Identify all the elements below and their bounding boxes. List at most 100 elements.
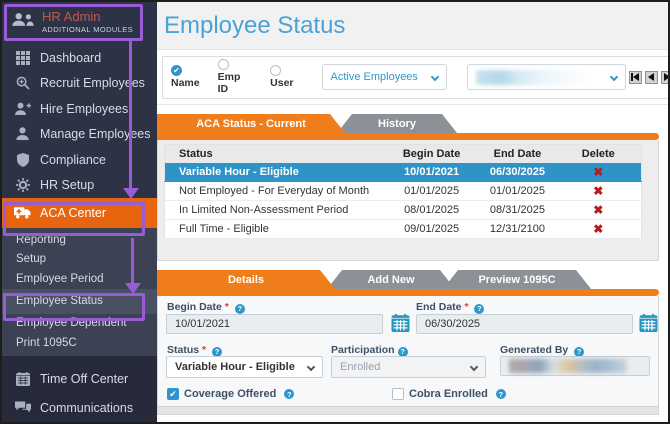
cell-begin-date: 01/01/2025 [383,181,480,201]
tab-add-new[interactable]: Add New [327,270,455,289]
tab-label: History [378,117,416,130]
cobra-enrolled-checkbox[interactable]: Cobra Enrolled ? [392,388,506,400]
aca-status-table: Status Begin Date End Date Delete Variab… [164,144,642,239]
cell-status: Variable Hour - Eligible [164,162,384,182]
details-tabs: Details Add New Preview 1095C [157,270,659,289]
person-add-icon [14,102,31,116]
search-mode-emp-id[interactable]: Emp ID [217,59,253,95]
tab-details[interactable]: Details [157,270,335,289]
tab-history[interactable]: History [337,114,457,133]
sidebar-header-title: HR Admin [42,9,101,25]
tab-label: Details [227,273,265,286]
cell-end-date: 08/31/2025 [479,200,556,220]
status-dropdown[interactable]: Variable Hour - Eligible [166,356,323,378]
radio-checked-icon[interactable]: ✔ [171,65,182,76]
submenu-item-employee-dependent[interactable]: Employee Dependent [16,317,127,330]
status-tabs: ACA Status - Current History [157,114,659,133]
begin-date-label: Begin Date * ? [167,301,245,314]
person-icon [14,127,31,141]
table-row[interactable]: Variable Hour - Eligible 10/01/2021 06/3… [164,162,642,182]
dashboard-grid-icon [14,50,31,65]
checkbox-unchecked-icon[interactable] [392,388,404,400]
help-icon[interactable]: ? [397,346,408,357]
search-mode-user[interactable]: User [270,65,294,89]
employee-search-toolbar: ✔ Name Emp ID User Active Employees [162,55,668,99]
delete-icon[interactable]: ✖ [593,164,604,179]
cell-end-date: 12/31/2100 [479,219,556,239]
end-date-input[interactable]: 06/30/2025 [416,314,633,334]
sidebar-item-hr-setup[interactable]: HR Setup [2,172,157,197]
submenu-item-setup[interactable]: Setup [16,253,47,266]
radio-unchecked-icon[interactable] [270,65,282,76]
next-page-icon[interactable] [660,70,668,84]
submenu-item-employee-status[interactable]: Employee Status [2,289,157,315]
cell-end-date: 06/30/2025 [479,162,556,182]
end-date-calendar-icon[interactable] [637,313,659,333]
tab-label: ACA Status - Current [196,117,306,130]
column-delete: Delete [555,144,642,163]
ambulance-icon [14,206,31,219]
sidebar-item-hire-employees[interactable]: Hire Employees [2,96,157,121]
details-panel-footer [158,406,658,414]
submenu-item-employee-period[interactable]: Employee Period [16,272,104,285]
tab-preview-1095c[interactable]: Preview 1095C [443,270,591,289]
chevron-down-icon [469,362,479,372]
delete-icon[interactable]: ✖ [593,184,604,198]
first-page-icon[interactable] [628,70,642,84]
coverage-offered-checkbox[interactable]: ✔ Coverage Offered ? [167,388,295,400]
search-mode-name[interactable]: ✔ Name [171,65,200,89]
sidebar-item-manage-employees[interactable]: Manage Employees [2,122,157,147]
details-section: Details Add New Preview 1095C Begin Date… [157,270,659,415]
help-icon[interactable]: ? [574,346,585,357]
begin-date-calendar-icon[interactable] [389,313,411,333]
employee-select-dropdown[interactable] [467,64,626,90]
help-icon[interactable]: ? [495,389,506,399]
cell-begin-date: 09/01/2025 [383,219,480,239]
cobra-enrolled-label: Cobra Enrolled [409,388,488,400]
sidebar-item-aca-center[interactable]: ACA Center [2,197,157,228]
table-row[interactable]: In Limited Non-Assessment Period 08/01/2… [164,200,642,220]
help-icon[interactable]: ? [284,389,295,399]
begin-date-input[interactable]: 10/01/2021 [166,314,383,334]
sidebar-item-label: Time Off Center [40,371,129,386]
help-icon[interactable]: ? [234,303,245,314]
sidebar-header-subtitle: ADDITIONAL MODULES [42,25,134,35]
status-value: Variable Hour - Eligible [175,361,295,373]
page-header: Employee Status [157,2,668,50]
submenu-item-print-1095c[interactable]: Print 1095C [16,336,77,349]
tab-label: Preview 1095C [478,273,556,286]
sidebar-item-dashboard[interactable]: Dashboard [2,45,157,70]
table-row[interactable]: Not Employed - For Everyday of Month 01/… [164,181,642,201]
participation-dropdown[interactable]: Enrolled [331,356,486,378]
sidebar-item-label: Recruit Employees [40,76,145,91]
help-icon[interactable]: ? [474,303,485,314]
table-row[interactable]: Full Time - Eligible 09/01/2025 12/31/21… [164,219,642,239]
chevron-down-icon [609,72,618,82]
status-label: Status * ? [167,344,223,357]
submenu-item-reporting[interactable]: Reporting [16,233,66,246]
employee-filter-value: Active Employees [330,71,418,83]
help-icon[interactable]: ? [212,346,223,357]
details-panel: Begin Date * ? 10/01/2021 End Date * ? 0… [157,296,659,415]
tab-aca-status-current[interactable]: ACA Status - Current [157,114,345,133]
sidebar-item-recruit-employees[interactable]: Recruit Employees [2,71,157,96]
participation-value: Enrolled [340,361,381,373]
sidebar-item-label: Compliance [40,152,107,167]
chat-bubbles-icon [14,401,31,414]
sidebar-item-communications[interactable]: Communications [2,393,157,422]
radio-unchecked-icon[interactable] [217,59,229,70]
sidebar-item-time-off-center[interactable]: Time Off Center [2,364,157,393]
delete-icon[interactable]: ✖ [593,222,604,236]
cell-begin-date: 10/01/2021 [383,162,480,182]
redacted-generated-by-value [509,359,627,373]
redacted-employee-name [476,69,589,85]
previous-page-icon[interactable] [644,70,658,84]
sidebar-item-label: Hire Employees [40,101,129,116]
checkbox-checked-icon[interactable]: ✔ [167,388,179,400]
employee-filter-dropdown[interactable]: Active Employees [321,64,448,90]
sidebar-item-compliance[interactable]: Compliance [2,147,157,172]
delete-icon[interactable]: ✖ [593,203,604,217]
sidebar-header-hr-admin[interactable]: HR Admin ADDITIONAL MODULES [2,2,157,43]
aca-status-section: ACA Status - Current History Status Begi… [157,114,659,261]
